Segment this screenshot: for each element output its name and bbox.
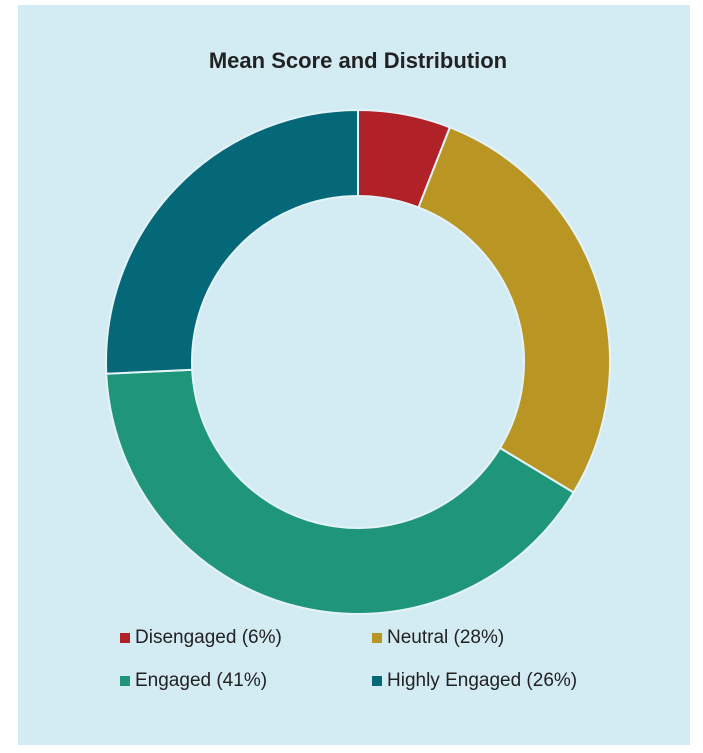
donut-slice [105,368,575,615]
legend-marker [120,676,130,686]
legend-label: Highly Engaged (26%) [387,670,577,691]
chart-title: Mean Score and Distribution [209,48,507,73]
legend-marker [372,676,382,686]
legend-label: Disengaged (6%) [135,627,282,648]
donut-slice [417,126,611,494]
legend-label: Engaged (41%) [135,670,267,691]
legend-marker [372,633,382,643]
legend-label: Neutral (28%) [387,627,504,648]
donut-slice [105,108,359,375]
legend-marker [120,633,130,643]
